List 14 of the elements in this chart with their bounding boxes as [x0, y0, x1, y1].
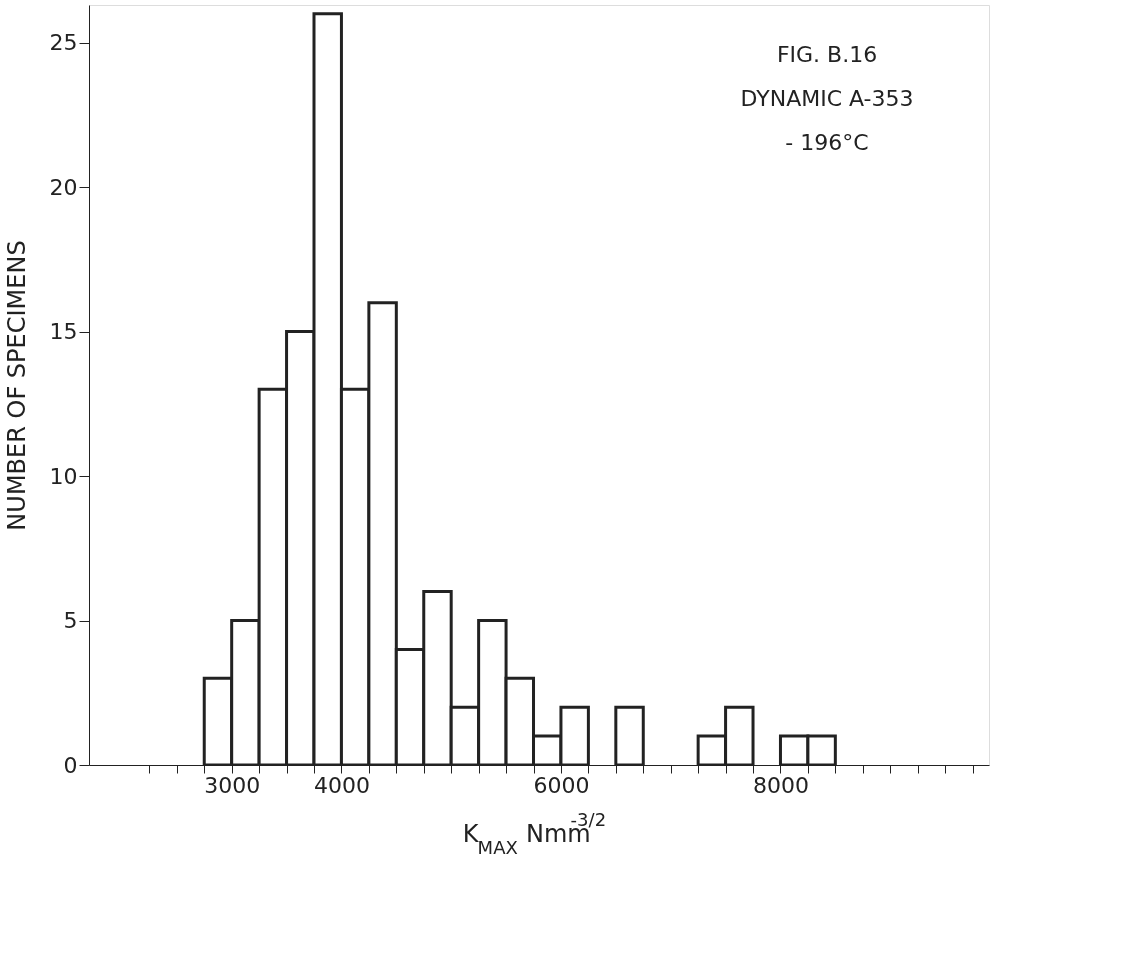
y-axis-title: NUMBER OF SPECIMENS [2, 240, 31, 531]
y-tick-label: 0 [63, 752, 78, 778]
y-tick-label: 10 [49, 463, 78, 489]
y-tick-label: 25 [49, 30, 78, 56]
x-tick-label: 6000 [533, 772, 590, 798]
annotation: - 196°C [785, 130, 869, 155]
x-tick-label: 3000 [204, 772, 261, 798]
x-tick-label: 4000 [313, 772, 370, 798]
y-tick-label: 20 [49, 174, 78, 200]
annotation: DYNAMIC A-353 [740, 86, 914, 111]
annotation: FIG. B.16 [776, 42, 878, 67]
x-tick-label: 8000 [752, 772, 809, 798]
y-tick-label: 5 [63, 608, 78, 634]
y-tick-label: 15 [49, 319, 78, 345]
